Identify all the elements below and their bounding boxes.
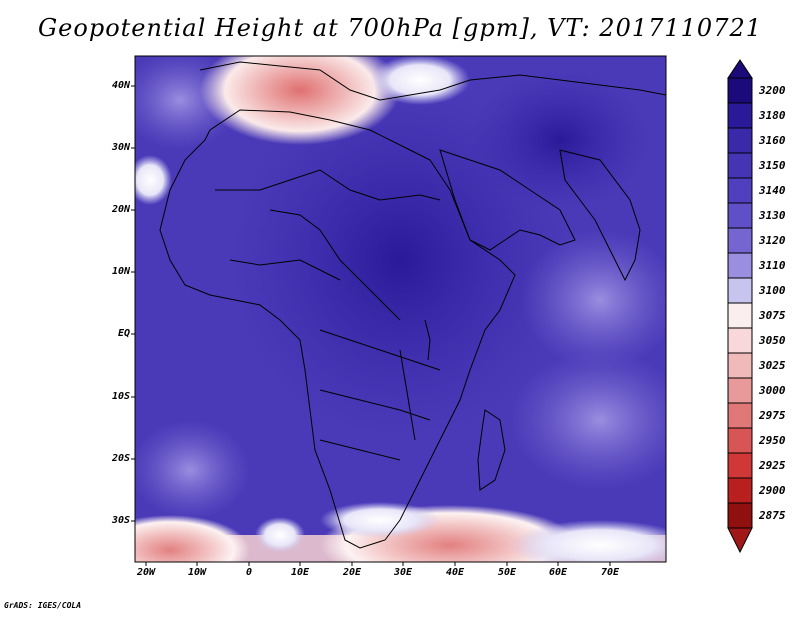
colorbar-swatch	[727, 427, 753, 454]
colorbar-swatch	[727, 277, 753, 304]
colorbar-label: 3120	[759, 233, 786, 247]
lat-label: 10S	[111, 391, 130, 402]
colorbar-swatch	[727, 102, 753, 129]
lon-label: 20W	[136, 567, 156, 578]
coastlines	[159, 61, 666, 549]
colorbar-label: 3000	[759, 383, 786, 397]
lon-label: 10E	[290, 567, 310, 578]
colorbar-label: 3100	[759, 283, 786, 297]
colorbar-swatch	[727, 302, 753, 329]
colorbar-swatch	[727, 227, 753, 254]
lat-label: 30N	[111, 142, 130, 153]
height-field	[135, 56, 666, 562]
colorbar-label: 3200	[759, 83, 786, 97]
colorbar-swatch	[727, 452, 753, 479]
colorbar-swatch	[727, 127, 753, 154]
colorbar-label: 3180	[759, 108, 786, 122]
colorbar-swatch	[727, 327, 753, 354]
colorbar-label: 3130	[759, 208, 786, 222]
footer-credit: GrADS: IGES/COLA	[4, 601, 82, 610]
colorbar-swatch	[727, 152, 753, 179]
lon-label: 70E	[600, 567, 620, 578]
axis-ticks	[131, 85, 611, 566]
colorbar	[727, 59, 753, 554]
colorbar-label: 2875	[759, 508, 786, 522]
colorbar-label: 3160	[759, 133, 786, 147]
lat-label: 30S	[111, 515, 130, 526]
colorbar-label: 2900	[759, 483, 786, 497]
map-frame	[134, 55, 667, 563]
colorbar-label: 2950	[759, 433, 786, 447]
lon-label: 10W	[187, 567, 207, 578]
lat-label: 20S	[111, 453, 130, 464]
colorbar-top-arrow	[727, 59, 753, 79]
colorbar-label: 3140	[759, 183, 786, 197]
lon-label: 60E	[548, 567, 568, 578]
colorbar-swatch	[727, 377, 753, 404]
lon-label: 0	[245, 567, 253, 578]
lon-label: 40E	[445, 567, 465, 578]
lat-label: 10N	[111, 266, 130, 277]
colorbar-bottom-arrow	[727, 527, 753, 554]
lat-label: EQ	[117, 328, 130, 339]
lon-label: 50E	[497, 567, 517, 578]
colorbar-label: 3150	[759, 158, 786, 172]
colorbar-swatch	[727, 477, 753, 504]
colorbar-label: 3050	[759, 333, 786, 347]
lon-label: 20E	[342, 567, 362, 578]
colorbar-swatch	[727, 77, 753, 104]
colorbar-swatch	[727, 252, 753, 279]
colorbar-label: 3110	[759, 258, 786, 272]
lat-label: 40N	[111, 80, 130, 91]
colorbar-label: 3075	[759, 308, 786, 322]
map-title: Geopotential Height at 700hPa [gpm], VT:…	[38, 14, 762, 42]
colorbar-label: 3025	[759, 358, 786, 372]
colorbar-swatch	[727, 502, 753, 529]
colorbar-swatch	[727, 202, 753, 229]
colorbar-label: 2925	[759, 458, 786, 472]
colorbar-swatch	[727, 402, 753, 429]
colorbar-swatch	[727, 352, 753, 379]
lat-label: 20N	[111, 204, 130, 215]
colorbar-swatch	[727, 177, 753, 204]
lon-label: 30E	[393, 567, 413, 578]
colorbar-label: 2975	[759, 408, 786, 422]
